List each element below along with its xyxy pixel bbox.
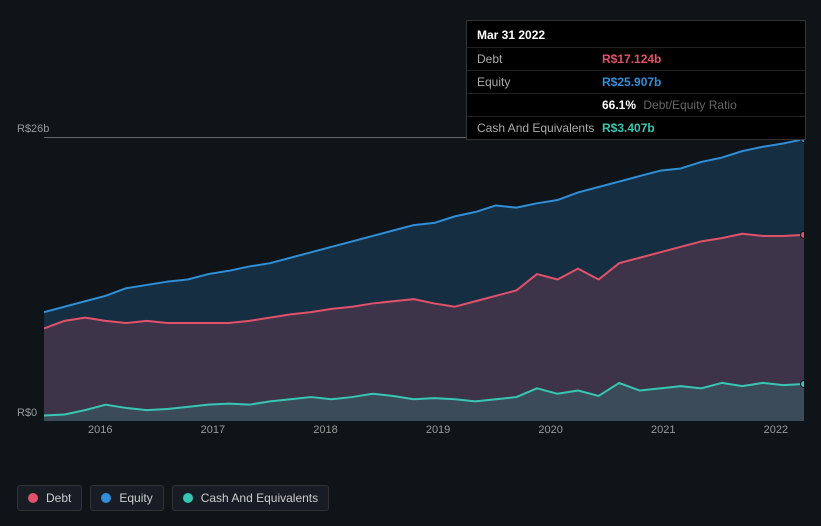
- legend-item-equity[interactable]: Equity: [90, 485, 163, 511]
- tooltip-row: Cash And EquivalentsR$3.407b: [467, 116, 805, 139]
- tooltip-row: 66.1% Debt/Equity Ratio: [467, 93, 805, 116]
- tooltip-row: DebtR$17.124b: [467, 47, 805, 70]
- legend-dot-icon: [101, 493, 111, 503]
- tooltip-row-label: [477, 98, 602, 112]
- x-axis-tick: 2020: [538, 424, 562, 436]
- tooltip-row-value: R$3.407b: [602, 121, 655, 135]
- legend-label: Cash And Equivalents: [201, 491, 318, 505]
- tooltip-row-extra: Debt/Equity Ratio: [640, 98, 737, 112]
- tooltip-row-label: Equity: [477, 75, 602, 89]
- tooltip-row-value: 66.1% Debt/Equity Ratio: [602, 98, 737, 112]
- legend-item-cash-and-equivalents[interactable]: Cash And Equivalents: [172, 485, 329, 511]
- tooltip-row-label: Cash And Equivalents: [477, 121, 602, 135]
- legend-dot-icon: [28, 493, 38, 503]
- y-axis-label-bottom: R$0: [17, 407, 37, 419]
- tooltip-row: EquityR$25.907b: [467, 70, 805, 93]
- legend-dot-icon: [183, 493, 193, 503]
- chart-area: R$26b R$0 2016 2017 2018 2019 2020 2021 2022: [17, 125, 804, 496]
- x-axis-tick: 2022: [764, 424, 788, 436]
- x-axis-tick: 2021: [651, 424, 675, 436]
- data-tooltip: Mar 31 2022 DebtR$17.124bEquityR$25.907b…: [466, 20, 806, 140]
- x-axis-tick: 2017: [201, 424, 225, 436]
- legend: Debt Equity Cash And Equivalents: [17, 485, 329, 511]
- series-end-marker-debt: [801, 231, 805, 238]
- plot-region[interactable]: [44, 137, 804, 421]
- x-axis: 2016 2017 2018 2019 2020 2021 2022: [44, 424, 804, 440]
- tooltip-row-value: R$17.124b: [602, 52, 661, 66]
- legend-label: Debt: [46, 491, 71, 505]
- tooltip-date: Mar 31 2022: [467, 21, 805, 47]
- chart-svg: [44, 138, 804, 421]
- legend-item-debt[interactable]: Debt: [17, 485, 82, 511]
- tooltip-row-label: Debt: [477, 52, 602, 66]
- legend-label: Equity: [119, 491, 152, 505]
- series-end-marker-cash-and-equivalents: [801, 381, 805, 388]
- x-axis-tick: 2018: [313, 424, 337, 436]
- y-axis-label-top: R$26b: [17, 123, 49, 135]
- x-axis-tick: 2019: [426, 424, 450, 436]
- x-axis-tick: 2016: [88, 424, 112, 436]
- tooltip-row-value: R$25.907b: [602, 75, 661, 89]
